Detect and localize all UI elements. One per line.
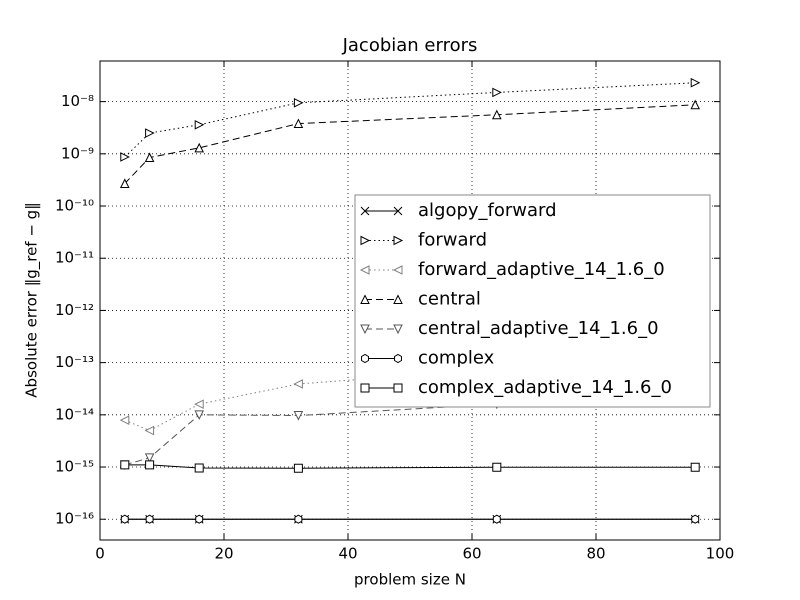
legend-box (354, 194, 711, 408)
data-point (194, 142, 205, 153)
data-point (293, 411, 304, 421)
legend-marker (393, 383, 403, 393)
y-tick-label: 10⁻¹⁶ (55, 510, 94, 528)
legend-label: forward (418, 230, 487, 251)
data-point (194, 410, 205, 420)
data-point (690, 462, 700, 472)
legend-label: central_adaptive_14_1.6_0 (418, 318, 659, 339)
y-tick-label: 10⁻¹⁴ (55, 405, 94, 423)
legend-marker (359, 265, 370, 275)
legend-marker (393, 206, 403, 216)
data-point (120, 514, 129, 524)
chart-title: Jacobian errors (342, 35, 478, 56)
legend-label: central (418, 289, 481, 310)
legend-marker (360, 235, 371, 246)
x-tick-label: 40 (338, 545, 357, 563)
y-tick-label: 10⁻¹¹ (55, 249, 94, 267)
x-tick-label: 20 (214, 545, 233, 563)
legend-label: complex (418, 348, 495, 369)
data-point (194, 399, 204, 409)
data-point (492, 87, 502, 98)
data-point (293, 379, 303, 389)
data-point (194, 119, 205, 130)
data-point (119, 415, 130, 425)
y-tick-label: 10⁻¹⁵ (55, 458, 94, 476)
data-point (690, 77, 701, 88)
data-point (194, 463, 204, 473)
legend-marker (361, 353, 369, 364)
x-tick-label: 60 (462, 545, 481, 563)
data-point (144, 152, 155, 163)
x-tick-label: 100 (706, 545, 735, 563)
plot-frame (99, 60, 721, 541)
x-tick-label: 0 (95, 545, 105, 563)
data-point (145, 128, 155, 138)
legend-marker (393, 294, 403, 304)
y-tick-label: 10⁻⁸ (61, 92, 94, 110)
x-tick-label: 80 (586, 545, 605, 563)
data-point (691, 514, 700, 524)
series-line (124, 82, 696, 158)
y-tick-label: 10⁻¹² (55, 301, 94, 319)
legend-marker (393, 324, 403, 335)
legend-marker (392, 265, 403, 275)
legend-marker (360, 324, 370, 335)
data-point (492, 514, 501, 524)
data-point (120, 460, 130, 470)
legend-marker (394, 353, 402, 364)
y-tick-label: 10⁻⁹ (61, 144, 94, 162)
data-point (491, 109, 502, 120)
legend-label: forward_adaptive_14_1.6_0 (418, 259, 665, 280)
legend-marker (360, 383, 370, 393)
x-axis-label: problem size N (354, 571, 466, 589)
data-point (293, 118, 304, 129)
data-point (293, 97, 304, 108)
series-line (124, 104, 696, 184)
data-point (293, 463, 303, 473)
data-point (144, 425, 155, 436)
y-tick-label: 10⁻¹⁰ (55, 197, 94, 215)
legend-marker (360, 294, 370, 304)
data-point (145, 460, 155, 470)
y-tick-label: 10⁻¹³ (55, 353, 94, 371)
data-point (195, 514, 204, 524)
data-point (120, 152, 130, 162)
data-point (144, 453, 155, 463)
legend-marker (393, 235, 404, 246)
legend-marker (360, 206, 370, 216)
y-axis-label: Absolute error ‖g_ref − g‖ (23, 202, 42, 397)
data-point (492, 462, 502, 472)
data-point (119, 178, 130, 189)
data-point (145, 514, 154, 524)
legend-label: complex_adaptive_14_1.6_0 (418, 377, 672, 398)
data-point (690, 99, 701, 110)
data-point (294, 514, 303, 524)
legend-label: algopy_forward (418, 200, 557, 221)
